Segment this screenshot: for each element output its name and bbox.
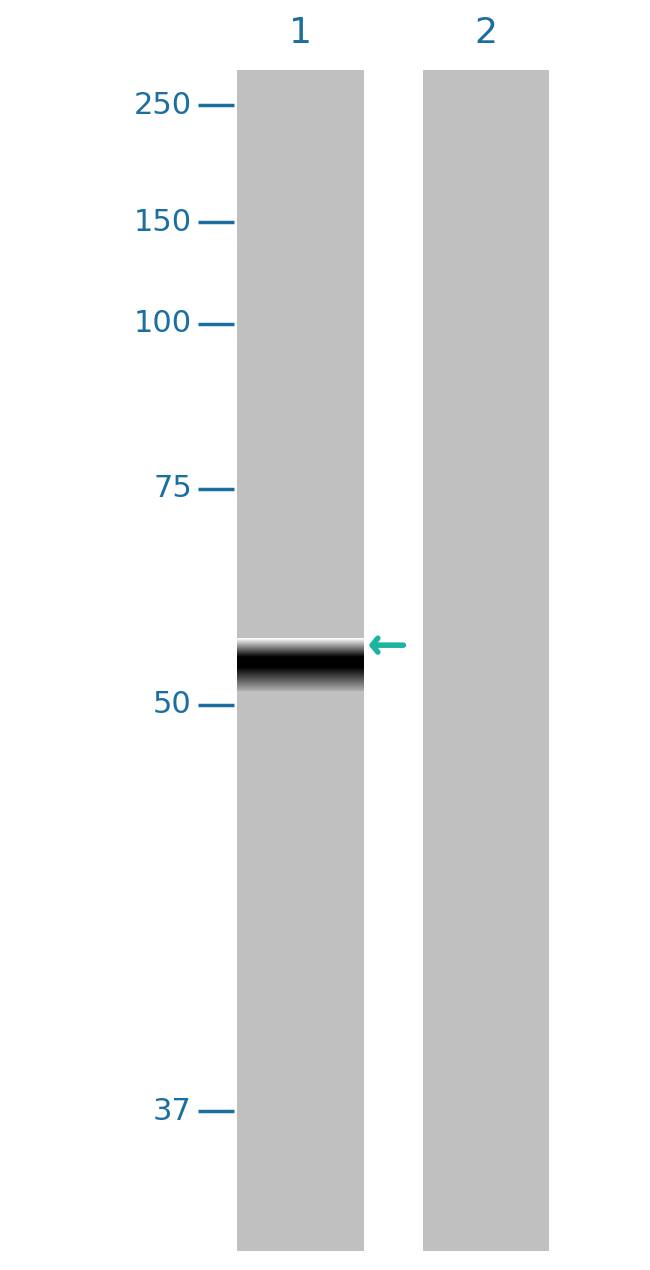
Bar — [422, 70, 549, 1251]
Text: 50: 50 — [153, 691, 192, 719]
Text: 37: 37 — [153, 1097, 192, 1125]
Text: 250: 250 — [134, 91, 192, 119]
Text: 2: 2 — [474, 17, 497, 50]
Text: 150: 150 — [134, 208, 192, 236]
Text: 75: 75 — [153, 475, 192, 503]
Text: 100: 100 — [134, 310, 192, 338]
Bar — [237, 70, 364, 1251]
Text: 1: 1 — [289, 17, 312, 50]
